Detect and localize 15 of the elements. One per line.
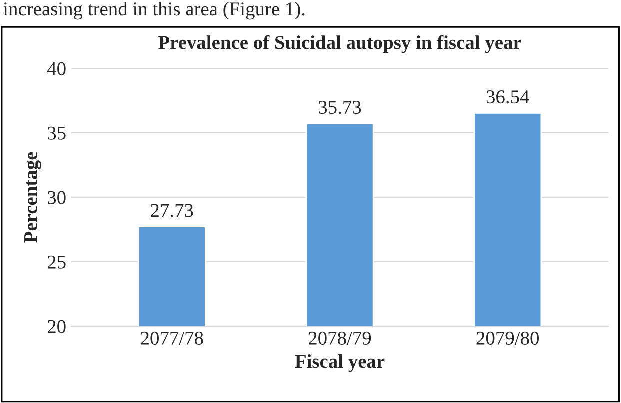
y-tick-label: 20 [48, 320, 66, 334]
y-tick-label: 40 [47, 62, 66, 76]
y-tick-label: 25 [48, 256, 66, 269]
y-tick-label: 35 [48, 126, 66, 140]
x-tick-label: 2078/79 [308, 332, 372, 345]
text: increasing trend in this area (Figure 1). [4, 2, 305, 20]
chart-title: Prevalence of Suicidal autopsy in fiscal year [158, 35, 522, 54]
data-label: 35.73 [319, 101, 362, 114]
y-tick-label: 30 [48, 191, 66, 204]
data-label: 36.54 [486, 90, 530, 104]
x-tick-label: 2079/80 [476, 332, 539, 345]
data-label: 27.73 [151, 204, 194, 218]
y-axis-title: Percentage [24, 152, 42, 243]
x-tick-label: 2077/78 [141, 332, 204, 345]
x-axis-title: Fiscal year [295, 354, 385, 372]
